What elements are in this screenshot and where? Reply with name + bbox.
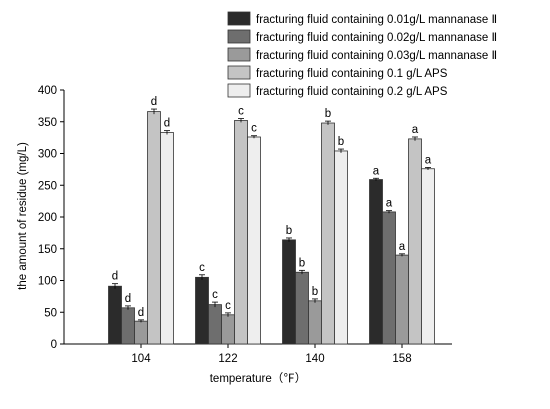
x-tick-label: 158	[392, 353, 411, 365]
x-tick-label: 122	[218, 353, 237, 365]
bar	[408, 138, 422, 345]
bar	[221, 314, 235, 345]
significance-label: a	[425, 154, 432, 166]
bar	[395, 254, 409, 345]
significance-label: d	[164, 118, 170, 130]
significance-label: b	[325, 108, 331, 120]
y-tick-label: 200	[38, 212, 57, 224]
significance-label: d	[112, 271, 118, 283]
legend-swatch	[227, 47, 251, 62]
significance-label: a	[373, 165, 380, 177]
bar	[208, 304, 222, 345]
legend-swatch	[227, 11, 251, 26]
y-tick-label: 100	[38, 276, 57, 288]
bar	[195, 276, 209, 345]
bar	[295, 271, 309, 345]
significance-label: d	[138, 307, 144, 319]
significance-label: d	[151, 96, 157, 108]
significance-label: c	[251, 123, 257, 135]
legend-swatch	[227, 29, 251, 44]
bar	[369, 179, 383, 345]
bar	[247, 136, 261, 345]
significance-label: c	[225, 300, 231, 312]
y-tick-label: 150	[38, 244, 57, 256]
y-tick-label: 300	[38, 149, 57, 161]
bar	[134, 320, 148, 345]
bar	[334, 150, 348, 345]
legend-label: fracturing fluid containing 0.01g/L mann…	[256, 14, 497, 26]
bar	[421, 168, 435, 345]
y-tick-label: 250	[38, 180, 57, 192]
bar	[147, 111, 161, 345]
significance-label: d	[125, 293, 131, 305]
bar	[121, 307, 135, 345]
y-tick-label: 350	[38, 117, 57, 129]
bar	[108, 285, 122, 345]
x-tick-label: 140	[305, 353, 324, 365]
y-tick-label: 50	[44, 307, 57, 319]
bar	[160, 132, 174, 345]
y-tick-label: 0	[51, 339, 57, 351]
y-axis-title: the amount of residue (mg/L)	[17, 142, 29, 290]
significance-label: b	[286, 225, 292, 237]
bar	[282, 239, 296, 345]
legend-swatch	[227, 65, 251, 80]
x-axis-title: temperature（℉）	[210, 372, 307, 385]
legend-label: fracturing fluid containing 0.2 g/L APS	[256, 86, 448, 98]
significance-label: b	[338, 136, 344, 148]
significance-label: b	[312, 286, 318, 298]
significance-label: c	[238, 106, 244, 118]
x-tick-label: 104	[131, 353, 151, 365]
significance-label: a	[399, 241, 406, 253]
significance-label: c	[199, 262, 205, 274]
significance-label: c	[212, 289, 218, 301]
legend-label: fracturing fluid containing 0.03g/L mann…	[256, 50, 497, 62]
legend-swatch	[227, 83, 251, 98]
bar	[321, 122, 335, 345]
significance-label: a	[386, 198, 393, 210]
bar	[234, 120, 248, 345]
legend-label: fracturing fluid containing 0.1 g/L APS	[256, 68, 448, 80]
significance-label: b	[299, 257, 305, 269]
legend-label: fracturing fluid containing 0.02g/L mann…	[256, 32, 497, 44]
y-tick-label: 400	[38, 85, 57, 97]
bar	[308, 300, 322, 345]
significance-label: a	[412, 124, 419, 136]
bar	[382, 211, 396, 345]
